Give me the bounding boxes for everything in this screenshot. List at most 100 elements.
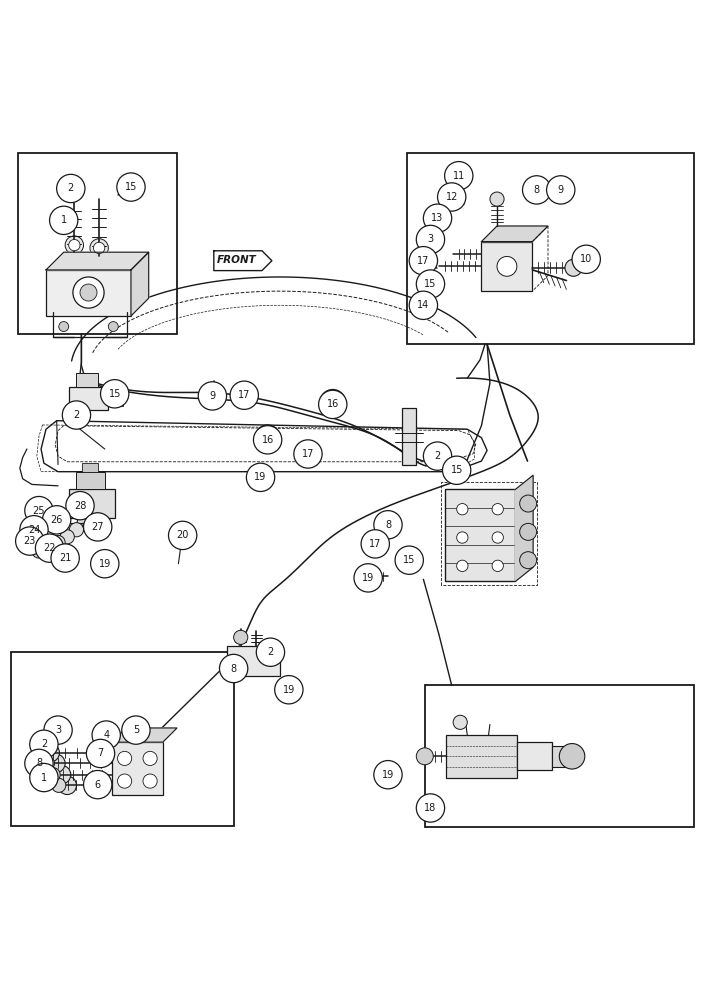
Circle shape [60, 530, 74, 544]
Bar [82, 463, 98, 472]
Circle shape [92, 721, 120, 749]
Circle shape [256, 638, 285, 666]
Text: 8: 8 [231, 664, 236, 674]
Circle shape [20, 516, 48, 544]
Circle shape [176, 528, 190, 542]
Circle shape [572, 245, 600, 273]
Text: 14: 14 [417, 300, 430, 310]
Circle shape [91, 550, 119, 578]
Circle shape [143, 774, 157, 788]
Circle shape [256, 425, 279, 448]
Text: 13: 13 [431, 213, 444, 223]
Text: 2: 2 [268, 647, 273, 657]
Bar [69, 387, 108, 410]
Text: 16: 16 [326, 399, 339, 409]
Bar [46, 270, 131, 316]
Circle shape [69, 523, 84, 537]
Text: 16: 16 [261, 435, 274, 445]
Circle shape [169, 521, 197, 550]
Bar [445, 489, 515, 581]
Text: 9: 9 [558, 185, 564, 195]
Text: 4: 4 [103, 730, 109, 740]
Text: 23: 23 [23, 536, 36, 546]
Circle shape [50, 206, 78, 234]
Circle shape [101, 380, 129, 408]
Circle shape [58, 776, 76, 795]
Circle shape [326, 395, 340, 409]
Text: 1: 1 [41, 773, 47, 783]
Circle shape [395, 546, 423, 574]
Circle shape [520, 495, 537, 512]
Circle shape [198, 382, 227, 410]
Circle shape [492, 532, 503, 543]
Circle shape [52, 778, 66, 792]
Text: 8: 8 [385, 520, 391, 530]
Circle shape [62, 401, 91, 429]
Circle shape [416, 748, 433, 765]
Bar [402, 408, 416, 465]
Bar [407, 153, 694, 344]
Polygon shape [46, 252, 149, 270]
Circle shape [230, 381, 258, 409]
Text: 12: 12 [445, 192, 458, 202]
Text: 2: 2 [68, 183, 74, 193]
Circle shape [319, 390, 347, 419]
Text: 15: 15 [108, 389, 121, 399]
Circle shape [416, 270, 445, 298]
Circle shape [46, 768, 60, 782]
Text: 3: 3 [428, 234, 433, 244]
Bar [112, 742, 163, 795]
Text: 24: 24 [28, 525, 40, 535]
Circle shape [73, 277, 104, 308]
Circle shape [41, 744, 59, 762]
Text: 8: 8 [534, 185, 539, 195]
Circle shape [374, 511, 402, 539]
Circle shape [118, 774, 132, 788]
Text: 11: 11 [452, 171, 465, 181]
Circle shape [84, 770, 112, 799]
Circle shape [497, 256, 517, 276]
Text: 2: 2 [74, 410, 79, 420]
Bar [110, 393, 123, 406]
Bar [425, 685, 694, 827]
Circle shape [253, 426, 282, 454]
Circle shape [170, 523, 195, 548]
Circle shape [35, 746, 49, 760]
Circle shape [25, 496, 53, 525]
Text: 25: 25 [33, 506, 45, 516]
Circle shape [51, 544, 79, 572]
Circle shape [565, 259, 582, 276]
Text: 1: 1 [61, 215, 67, 225]
Circle shape [445, 162, 473, 190]
Text: 15: 15 [403, 555, 416, 565]
Text: 17: 17 [302, 449, 314, 459]
Text: 2: 2 [41, 739, 47, 749]
Text: 15: 15 [125, 182, 137, 192]
Text: 15: 15 [424, 279, 437, 289]
Text: 17: 17 [417, 256, 430, 266]
Circle shape [374, 761, 402, 789]
Text: 19: 19 [98, 559, 111, 569]
Text: 28: 28 [74, 501, 86, 511]
Text: 9: 9 [210, 391, 215, 401]
Circle shape [294, 440, 322, 468]
Circle shape [320, 390, 346, 415]
Circle shape [108, 322, 118, 331]
Circle shape [492, 560, 503, 572]
Circle shape [442, 456, 471, 484]
Text: 7: 7 [98, 748, 103, 758]
Bar [517, 742, 552, 770]
Circle shape [47, 754, 65, 773]
Circle shape [66, 492, 94, 520]
Circle shape [520, 552, 537, 569]
Circle shape [490, 192, 504, 206]
Circle shape [25, 749, 53, 778]
Text: 19: 19 [254, 472, 267, 482]
Text: 8: 8 [36, 758, 42, 768]
Circle shape [423, 204, 452, 232]
Text: 15: 15 [450, 465, 463, 475]
Text: 22: 22 [43, 543, 56, 553]
Text: 17: 17 [369, 539, 382, 549]
Circle shape [57, 174, 85, 203]
Bar [76, 472, 105, 489]
